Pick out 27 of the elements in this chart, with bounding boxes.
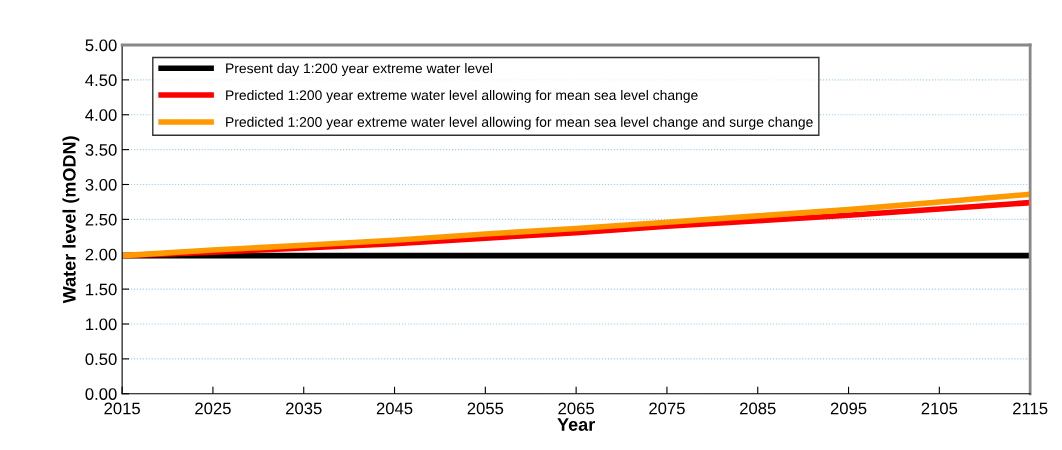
- y-tick-label: 5.00: [85, 39, 117, 52]
- y-tick-label: 4.00: [85, 109, 117, 121]
- y-axis-title: Water level (mODN): [62, 136, 80, 304]
- x-tick-label: 2115: [1013, 402, 1048, 415]
- y-tick-label: 3.50: [85, 144, 117, 156]
- x-tick-label: 2095: [830, 402, 867, 415]
- x-tick-label: 2015: [104, 402, 140, 415]
- y-tick-label: 1.50: [86, 283, 117, 296]
- x-tick-label: 2025: [195, 402, 231, 415]
- x-tick-label: 2065: [558, 402, 594, 415]
- x-tick-label: 2085: [740, 402, 776, 415]
- y-tick-label: 0.00: [85, 388, 117, 400]
- x-axis-title: Year: [557, 418, 595, 431]
- legend-label: Predicted 1:200 year extreme water level allowing for mean sea level change: [226, 89, 698, 103]
- x-tick-label: 2035: [286, 402, 322, 415]
- y-tick-label: 3.00: [85, 178, 117, 191]
- x-tick-label: 2055: [467, 402, 504, 415]
- legend-label: Predicted 1:200 year extreme water level allowing for mean sea level change and surge change: [226, 116, 813, 130]
- y-tick-label: 0.50: [85, 353, 117, 366]
- y-tick-label: 2.50: [85, 213, 117, 226]
- legend-label: Present day 1:200 year extreme water level: [226, 63, 492, 76]
- y-tick-label: 1.00: [86, 318, 117, 331]
- y-tick-label: 4.50: [85, 74, 117, 87]
- x-tick-label: 2045: [376, 402, 413, 415]
- y-tick-label: 2.00: [85, 248, 117, 261]
- x-tick-label: 2075: [649, 402, 685, 415]
- x-tick-label: 2105: [921, 402, 958, 415]
